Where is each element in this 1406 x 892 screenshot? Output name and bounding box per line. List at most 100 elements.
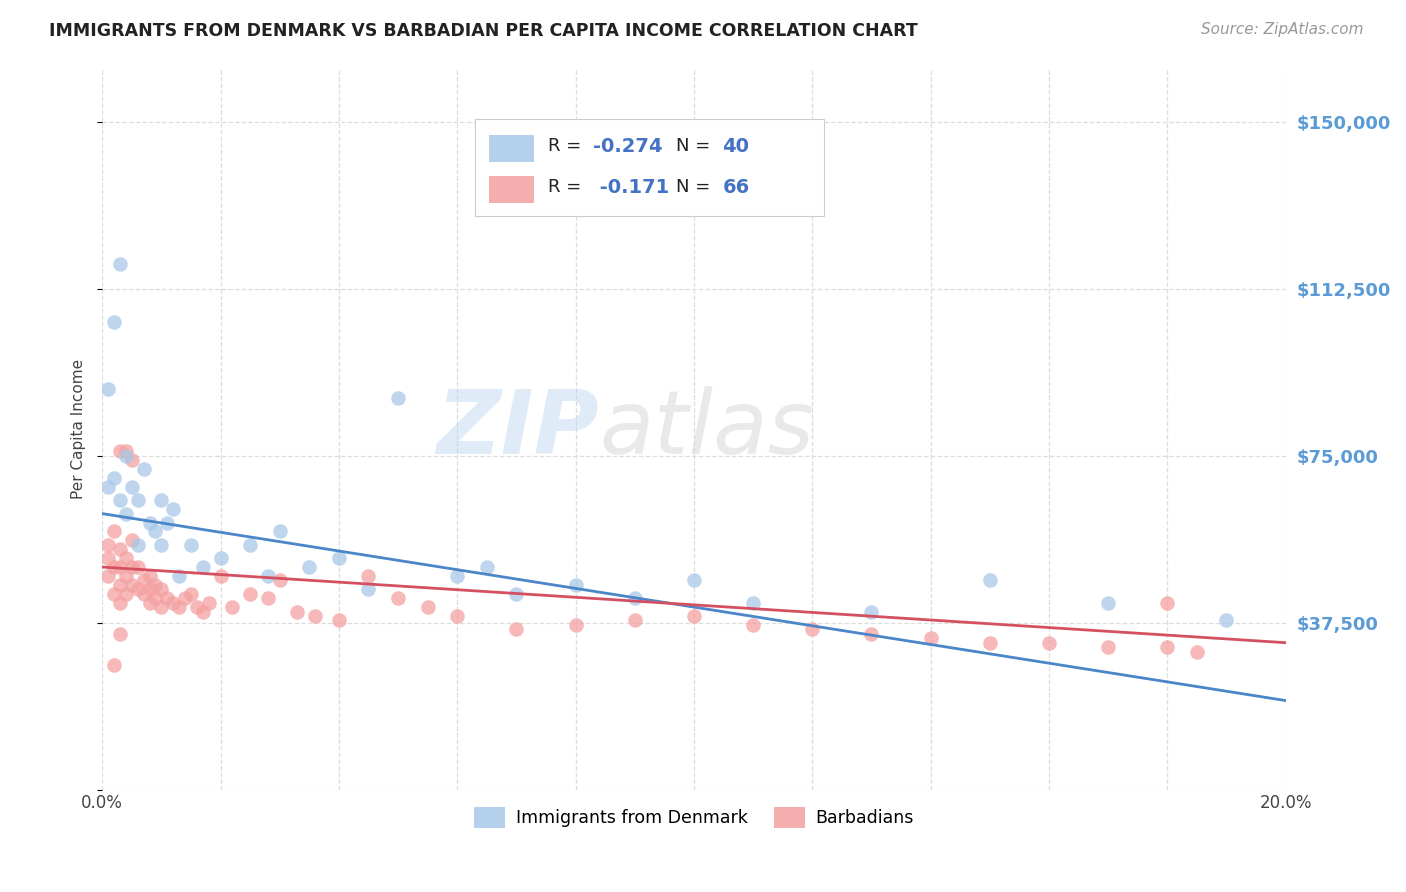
Point xyxy=(920,632,942,646)
Point xyxy=(860,605,883,619)
Point xyxy=(180,538,202,552)
Point xyxy=(505,587,527,601)
Point xyxy=(564,618,586,632)
Point xyxy=(97,569,120,583)
Point xyxy=(357,582,380,597)
Point xyxy=(108,627,131,641)
Point xyxy=(150,493,173,508)
Text: 66: 66 xyxy=(723,178,749,197)
Text: IMMIGRANTS FROM DENMARK VS BARBADIAN PER CAPITA INCOME CORRELATION CHART: IMMIGRANTS FROM DENMARK VS BARBADIAN PER… xyxy=(49,22,918,40)
Point xyxy=(156,516,179,530)
Point xyxy=(191,605,214,619)
Point xyxy=(287,605,309,619)
Bar xyxy=(489,135,534,162)
Point xyxy=(801,623,824,637)
Point xyxy=(328,551,350,566)
Point xyxy=(298,560,321,574)
Point xyxy=(239,587,262,601)
Point xyxy=(564,578,586,592)
Point xyxy=(103,657,125,672)
Point xyxy=(103,560,125,574)
Point xyxy=(860,627,883,641)
Point xyxy=(505,623,527,637)
Text: N =: N = xyxy=(676,178,716,196)
Point xyxy=(121,533,143,548)
Text: ZIP: ZIP xyxy=(436,385,599,473)
Point xyxy=(127,560,149,574)
Point xyxy=(221,600,243,615)
Point xyxy=(108,542,131,557)
Point xyxy=(387,391,409,405)
Point xyxy=(121,480,143,494)
Point xyxy=(979,636,1001,650)
Legend: Immigrants from Denmark, Barbadians: Immigrants from Denmark, Barbadians xyxy=(467,800,921,835)
Point xyxy=(121,578,143,592)
Point xyxy=(269,574,291,588)
Text: -0.171: -0.171 xyxy=(593,178,669,197)
Point xyxy=(115,551,138,566)
Point xyxy=(683,574,706,588)
Point xyxy=(167,600,190,615)
Point xyxy=(197,596,219,610)
Point xyxy=(416,600,439,615)
Bar xyxy=(489,176,534,203)
Point xyxy=(97,382,120,396)
Point xyxy=(150,538,173,552)
Point xyxy=(328,614,350,628)
Point xyxy=(127,582,149,597)
Text: -0.274: -0.274 xyxy=(593,136,662,156)
Point xyxy=(683,609,706,624)
Point xyxy=(108,257,131,271)
Point xyxy=(742,618,765,632)
Point xyxy=(108,444,131,458)
Y-axis label: Per Capita Income: Per Capita Income xyxy=(72,359,86,500)
Point xyxy=(103,315,125,329)
Point xyxy=(209,569,232,583)
Point xyxy=(191,560,214,574)
Point xyxy=(108,578,131,592)
Point xyxy=(115,449,138,463)
Point xyxy=(162,596,184,610)
Point xyxy=(1185,644,1208,658)
Point xyxy=(357,569,380,583)
Point xyxy=(127,493,149,508)
Point xyxy=(115,569,138,583)
Text: N =: N = xyxy=(676,137,716,155)
Point xyxy=(115,587,138,601)
Point xyxy=(103,587,125,601)
Point xyxy=(121,453,143,467)
Point xyxy=(115,507,138,521)
Point xyxy=(97,480,120,494)
Text: Source: ZipAtlas.com: Source: ZipAtlas.com xyxy=(1201,22,1364,37)
Point xyxy=(446,569,468,583)
Point xyxy=(103,524,125,539)
Point xyxy=(132,462,155,476)
Point xyxy=(1156,640,1178,654)
Text: atlas: atlas xyxy=(599,386,814,472)
Point xyxy=(138,596,160,610)
Point xyxy=(209,551,232,566)
Point xyxy=(475,560,498,574)
Point xyxy=(138,582,160,597)
Point xyxy=(304,609,326,624)
Point xyxy=(623,591,645,606)
Point xyxy=(162,502,184,516)
Point xyxy=(257,569,280,583)
Point xyxy=(174,591,197,606)
Point xyxy=(121,560,143,574)
Point xyxy=(132,574,155,588)
FancyBboxPatch shape xyxy=(475,119,824,217)
Point xyxy=(1097,596,1119,610)
Point xyxy=(138,516,160,530)
Text: 40: 40 xyxy=(723,136,749,156)
Point xyxy=(186,600,208,615)
Point xyxy=(257,591,280,606)
Point xyxy=(180,587,202,601)
Point xyxy=(1038,636,1060,650)
Point xyxy=(115,444,138,458)
Point xyxy=(156,591,179,606)
Point xyxy=(145,591,167,606)
Point xyxy=(108,493,131,508)
Point xyxy=(108,560,131,574)
Point xyxy=(167,569,190,583)
